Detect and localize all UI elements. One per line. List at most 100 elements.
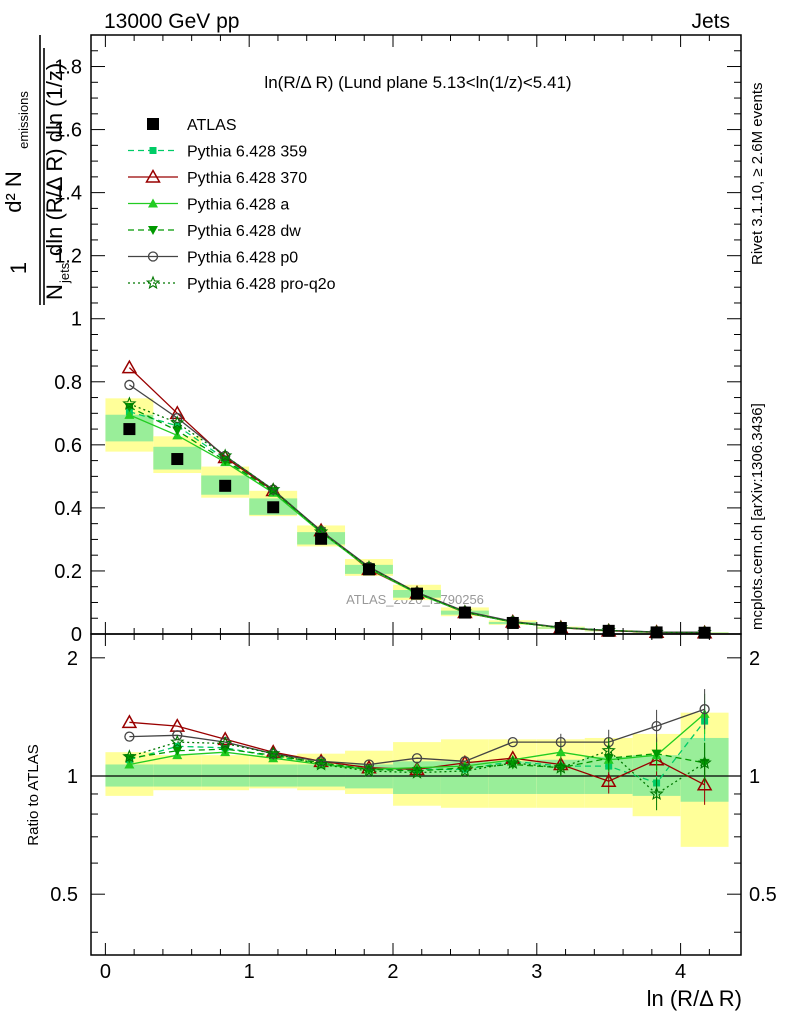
series-5-ratio-point [697,755,712,769]
series-5-ratio-point [649,786,664,801]
svg-text:jets: jets [57,262,72,284]
svg-text:dln (R/Δ R) dln (1/z): dln (R/Δ R) dln (1/z) [42,63,67,256]
series-1-ratio-point [600,773,617,787]
atlas-data-point [219,479,232,492]
svg-text:1: 1 [6,262,31,274]
main-y-tick-label: 0.2 [54,561,82,583]
ratio-y-tick-label-right: 0.5 [749,884,777,906]
series-2-main-point [124,409,135,419]
series-5-main-point [218,448,233,462]
atlas-data-point [506,616,519,629]
mcplots-label: mcplots.cern.ch [arXiv:1306.3436] [749,403,766,630]
series-4-main-point [124,379,135,391]
ratio-y-tick-label-right: 2 [749,648,760,670]
series-4-ratio-point [124,731,135,742]
ratio-y-tick-label: 1 [67,766,78,788]
svg-text:N: N [42,284,67,300]
atlas-data-point [650,626,663,639]
legend-entry: Pythia 6.428 p0 [187,250,298,267]
legend-marker [145,168,161,183]
series-1-ratio-point [696,776,713,791]
main-y-tick-label-zero: 0 [71,624,82,646]
main-y-tick-label: 1.6 [54,120,82,142]
ratio-panel-frame [90,633,742,956]
header-left: 13000 GeV pp [104,10,239,33]
series-3-main-point [172,426,183,436]
atlas-data-point [458,606,471,619]
main-y-tick-label: 0.6 [54,435,82,457]
x-tick-label: 0 [100,961,111,983]
series-5-ratio-point [313,756,329,771]
x-tick-label: 1 [244,961,255,983]
ratio-y-axis-label: Ratio to ATLAS [25,744,42,845]
legend-marker [147,118,159,130]
series-4-ratio-point [363,759,375,770]
legend-entry: ATLAS [187,117,237,134]
ratio-y-tick-label-right: 1 [749,766,760,788]
atlas-data-point [267,501,280,514]
series-4-ratio-point [315,756,327,767]
series-5-main-point [170,415,185,429]
series-5-ratio-point [218,736,233,750]
atlas-data-point [411,587,424,600]
legend-marker [147,251,159,262]
plot-title: ln(R/Δ R) (Lund plane 5.13<ln(1/z)<5.41) [264,73,571,92]
series-4-ratio-point [507,736,518,748]
series-2-ratio-point [555,747,566,757]
series-1-ratio-point [121,714,138,729]
x-axis-label: ln (R/Δ R) [647,986,742,1011]
series-5-ratio-point [553,760,568,774]
series-4-ratio-point [651,720,662,732]
series-5-ratio-point [170,734,185,749]
ratio-y-tick-label: 0.5 [50,884,78,906]
legend-entry: Pythia 6.428 dw [187,223,301,240]
atlas-data-point [362,563,375,576]
atlas-data-point [602,624,615,637]
atlas-data-point [315,532,328,545]
series-5-main-point [122,396,137,410]
x-tick-label: 2 [387,961,398,983]
series-3-ratio-point [651,749,662,759]
atlas-data-point [554,622,567,635]
ratio-y-tick-label: 2 [67,648,78,670]
legend-entry: Pythia 6.428 a [187,197,289,214]
series-2-ratio-point [124,759,135,769]
main-y-axis-label: 1 N jets dln (R/Δ R) dln (1/z) d² N emis… [1,35,72,305]
x-tick-label: 4 [675,961,686,983]
series-3-ratio-point [172,746,183,756]
x-tick-label: 3 [531,961,542,983]
series-5-ratio-point [266,746,281,760]
legend-marker [148,198,158,208]
series-5-main-point [266,482,281,496]
series-3-ratio-point [459,763,470,773]
series-1-main-point [121,359,138,374]
legend-marker [145,275,161,290]
main-y-tick-label: 1 [71,309,82,331]
main-y-tick-label: 0.8 [54,372,82,394]
series-5-ratio-point [409,765,425,779]
series-4-ratio-point [411,753,423,764]
legend-entry: Pythia 6.428 370 [187,170,307,187]
series-5-ratio-point [457,763,473,778]
series-4-ratio-point [555,736,566,748]
series-3-ratio-point [412,766,423,776]
svg-text:d² N: d² N [1,171,26,213]
series-4-ratio-point [699,704,710,715]
main-y-tick-label: 1.4 [54,183,82,205]
series-5-ratio-point [361,763,377,778]
header-right: Jets [691,10,730,33]
atlas-data-point [171,453,184,466]
legend-entry: Pythia 6.428 pro-q2o [187,276,336,293]
atlas-data-point [698,626,711,639]
series-0-ratio-point [173,742,181,750]
series-3-ratio-point [363,765,374,775]
rivet-label: Rivet 3.1.10, ≥ 2.6M events [749,83,766,266]
series-5-ratio-point [122,749,137,763]
series-5-ratio-point [505,755,520,769]
atlas-data-point [123,423,136,436]
legend-entry: Pythia 6.428 359 [187,144,307,161]
legend-marker [149,147,157,154]
svg-text:emissions: emissions [16,91,31,149]
main-y-tick-label: 1.2 [54,246,82,268]
